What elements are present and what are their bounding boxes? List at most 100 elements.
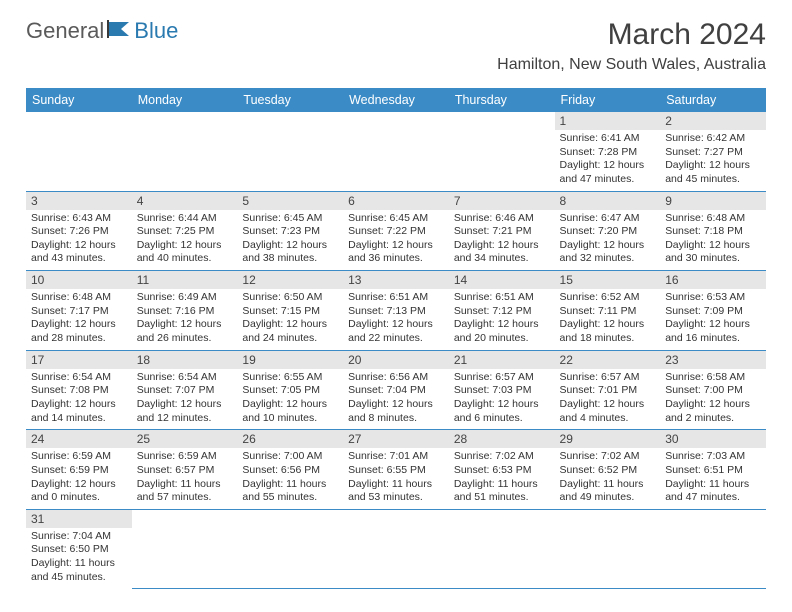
calendar-cell: 31Sunrise: 7:04 AMSunset: 6:50 PMDayligh… [26,509,132,588]
day-details: Sunrise: 6:53 AMSunset: 7:09 PMDaylight:… [660,289,766,350]
day-number: 25 [132,430,238,448]
day-number: 14 [449,271,555,289]
day-details: Sunrise: 6:54 AMSunset: 7:07 PMDaylight:… [132,369,238,430]
calendar-cell: 2Sunrise: 6:42 AMSunset: 7:27 PMDaylight… [660,112,766,191]
logo-flag-icon [107,18,133,44]
calendar-cell [449,509,555,588]
day-details: Sunrise: 6:59 AMSunset: 6:57 PMDaylight:… [132,448,238,509]
day-header-row: SundayMondayTuesdayWednesdayThursdayFrid… [26,88,766,112]
day-number: 3 [26,192,132,210]
day-details: Sunrise: 6:57 AMSunset: 7:03 PMDaylight:… [449,369,555,430]
day-details: Sunrise: 7:00 AMSunset: 6:56 PMDaylight:… [237,448,343,509]
calendar-cell: 18Sunrise: 6:54 AMSunset: 7:07 PMDayligh… [132,350,238,430]
day-number: 5 [237,192,343,210]
day-number: 17 [26,351,132,369]
day-details: Sunrise: 6:59 AMSunset: 6:59 PMDaylight:… [26,448,132,509]
calendar-cell [343,509,449,588]
calendar-cell: 26Sunrise: 7:00 AMSunset: 6:56 PMDayligh… [237,430,343,510]
day-number: 10 [26,271,132,289]
calendar-cell: 20Sunrise: 6:56 AMSunset: 7:04 PMDayligh… [343,350,449,430]
page-header: General Blue March 2024 Hamilton, New So… [0,0,792,80]
day-number: 29 [555,430,661,448]
calendar-cell [237,509,343,588]
calendar-cell: 11Sunrise: 6:49 AMSunset: 7:16 PMDayligh… [132,271,238,351]
month-title: March 2024 [497,18,766,52]
day-details: Sunrise: 6:45 AMSunset: 7:22 PMDaylight:… [343,210,449,271]
calendar-cell: 6Sunrise: 6:45 AMSunset: 7:22 PMDaylight… [343,191,449,271]
calendar-cell [132,509,238,588]
calendar-cell: 7Sunrise: 6:46 AMSunset: 7:21 PMDaylight… [449,191,555,271]
day-number: 30 [660,430,766,448]
day-details: Sunrise: 6:51 AMSunset: 7:12 PMDaylight:… [449,289,555,350]
day-number: 19 [237,351,343,369]
calendar-cell: 29Sunrise: 7:02 AMSunset: 6:52 PMDayligh… [555,430,661,510]
day-details: Sunrise: 6:44 AMSunset: 7:25 PMDaylight:… [132,210,238,271]
day-details: Sunrise: 6:48 AMSunset: 7:18 PMDaylight:… [660,210,766,271]
day-header: Monday [132,88,238,112]
day-header: Wednesday [343,88,449,112]
day-number: 4 [132,192,238,210]
day-details: Sunrise: 6:54 AMSunset: 7:08 PMDaylight:… [26,369,132,430]
day-details: Sunrise: 6:43 AMSunset: 7:26 PMDaylight:… [26,210,132,271]
day-number: 24 [26,430,132,448]
calendar-cell: 19Sunrise: 6:55 AMSunset: 7:05 PMDayligh… [237,350,343,430]
calendar-cell: 30Sunrise: 7:03 AMSunset: 6:51 PMDayligh… [660,430,766,510]
calendar-week: 24Sunrise: 6:59 AMSunset: 6:59 PMDayligh… [26,430,766,510]
day-number: 20 [343,351,449,369]
calendar-cell: 25Sunrise: 6:59 AMSunset: 6:57 PMDayligh… [132,430,238,510]
calendar-cell: 15Sunrise: 6:52 AMSunset: 7:11 PMDayligh… [555,271,661,351]
day-details: Sunrise: 7:03 AMSunset: 6:51 PMDaylight:… [660,448,766,509]
day-details: Sunrise: 7:01 AMSunset: 6:55 PMDaylight:… [343,448,449,509]
day-header: Tuesday [237,88,343,112]
calendar-cell: 12Sunrise: 6:50 AMSunset: 7:15 PMDayligh… [237,271,343,351]
title-block: March 2024 Hamilton, New South Wales, Au… [497,18,766,74]
day-number: 7 [449,192,555,210]
calendar-week: 17Sunrise: 6:54 AMSunset: 7:08 PMDayligh… [26,350,766,430]
day-number: 18 [132,351,238,369]
calendar-cell: 17Sunrise: 6:54 AMSunset: 7:08 PMDayligh… [26,350,132,430]
day-number: 6 [343,192,449,210]
day-number: 8 [555,192,661,210]
calendar-cell: 1Sunrise: 6:41 AMSunset: 7:28 PMDaylight… [555,112,661,191]
day-header: Saturday [660,88,766,112]
day-number: 22 [555,351,661,369]
calendar-cell: 23Sunrise: 6:58 AMSunset: 7:00 PMDayligh… [660,350,766,430]
day-details: Sunrise: 6:46 AMSunset: 7:21 PMDaylight:… [449,210,555,271]
day-header: Friday [555,88,661,112]
calendar-cell [660,509,766,588]
calendar-cell: 24Sunrise: 6:59 AMSunset: 6:59 PMDayligh… [26,430,132,510]
location-subtitle: Hamilton, New South Wales, Australia [497,56,766,74]
calendar-cell [26,112,132,191]
day-details: Sunrise: 6:57 AMSunset: 7:01 PMDaylight:… [555,369,661,430]
day-details: Sunrise: 6:42 AMSunset: 7:27 PMDaylight:… [660,130,766,191]
calendar-week: 3Sunrise: 6:43 AMSunset: 7:26 PMDaylight… [26,191,766,271]
day-number: 23 [660,351,766,369]
day-details: Sunrise: 6:47 AMSunset: 7:20 PMDaylight:… [555,210,661,271]
day-number: 26 [237,430,343,448]
day-number: 2 [660,112,766,130]
calendar-cell: 27Sunrise: 7:01 AMSunset: 6:55 PMDayligh… [343,430,449,510]
day-details: Sunrise: 6:50 AMSunset: 7:15 PMDaylight:… [237,289,343,350]
day-details: Sunrise: 7:02 AMSunset: 6:52 PMDaylight:… [555,448,661,509]
day-details: Sunrise: 6:56 AMSunset: 7:04 PMDaylight:… [343,369,449,430]
calendar-week: 1Sunrise: 6:41 AMSunset: 7:28 PMDaylight… [26,112,766,191]
day-details: Sunrise: 6:48 AMSunset: 7:17 PMDaylight:… [26,289,132,350]
day-details: Sunrise: 7:02 AMSunset: 6:53 PMDaylight:… [449,448,555,509]
day-number: 9 [660,192,766,210]
day-number: 21 [449,351,555,369]
calendar-cell: 10Sunrise: 6:48 AMSunset: 7:17 PMDayligh… [26,271,132,351]
calendar-cell [343,112,449,191]
day-header: Sunday [26,88,132,112]
calendar-cell: 3Sunrise: 6:43 AMSunset: 7:26 PMDaylight… [26,191,132,271]
day-number: 13 [343,271,449,289]
calendar-week: 31Sunrise: 7:04 AMSunset: 6:50 PMDayligh… [26,509,766,588]
calendar-table: SundayMondayTuesdayWednesdayThursdayFrid… [26,88,766,589]
logo: General Blue [26,18,178,44]
calendar-cell: 22Sunrise: 6:57 AMSunset: 7:01 PMDayligh… [555,350,661,430]
logo-text-general: General [26,18,104,44]
day-details: Sunrise: 6:51 AMSunset: 7:13 PMDaylight:… [343,289,449,350]
day-details: Sunrise: 6:41 AMSunset: 7:28 PMDaylight:… [555,130,661,191]
day-number: 27 [343,430,449,448]
day-number: 15 [555,271,661,289]
day-number: 1 [555,112,661,130]
